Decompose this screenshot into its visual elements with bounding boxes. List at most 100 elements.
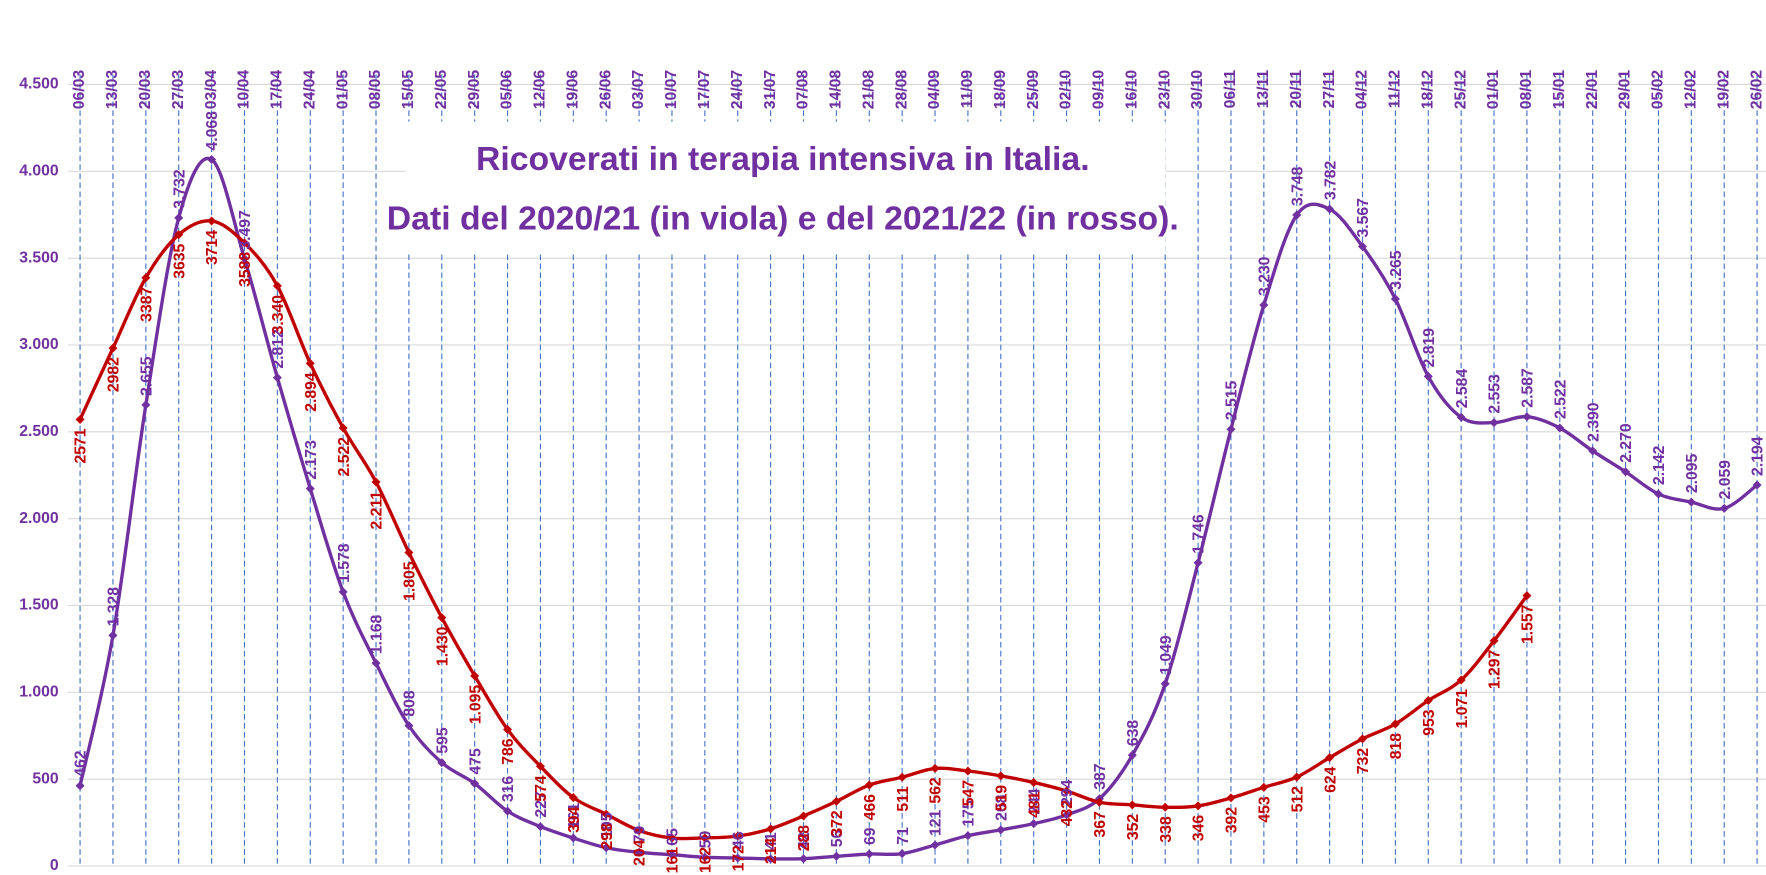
data-point xyxy=(535,761,545,771)
data-label: 244 xyxy=(1026,788,1043,815)
data-point xyxy=(568,833,578,843)
data-point xyxy=(371,658,381,668)
data-label: 595 xyxy=(434,727,451,754)
chart-subtitle: Dati del 2020/21 (in viola) e del 2021/2… xyxy=(387,200,1179,238)
data-label: 818 xyxy=(1388,733,1405,760)
data-point xyxy=(601,809,611,819)
data-point xyxy=(470,671,480,681)
data-point xyxy=(1325,204,1335,214)
data-point xyxy=(1621,467,1631,477)
x-tick-label: 22/05 xyxy=(433,70,450,110)
x-tick-label: 18/09 xyxy=(992,70,1009,110)
data-label: 3.497 xyxy=(237,210,254,250)
data-label: 3.567 xyxy=(1355,198,1372,238)
data-label: 1.328 xyxy=(106,587,123,627)
x-tick-label: 22/01 xyxy=(1584,70,1601,110)
data-point xyxy=(1160,802,1170,812)
data-point xyxy=(272,373,282,383)
data-point xyxy=(996,771,1006,781)
y-tick-label: 0 xyxy=(50,857,59,874)
data-label: 2.142 xyxy=(1651,445,1668,485)
data-point xyxy=(831,796,841,806)
data-point xyxy=(568,793,578,803)
data-point xyxy=(963,831,973,841)
x-tick-label: 24/07 xyxy=(729,70,746,110)
data-point xyxy=(634,847,644,857)
data-point xyxy=(667,850,677,860)
x-tick-label: 06/11 xyxy=(1222,70,1239,109)
data-point xyxy=(1325,753,1335,763)
x-tick-label: 11/09 xyxy=(959,70,976,109)
data-label: 2.655 xyxy=(138,356,155,396)
data-point xyxy=(1193,801,1203,811)
data-point xyxy=(930,840,940,850)
x-tick-label: 26/06 xyxy=(597,70,614,110)
y-tick-label: 2.000 xyxy=(19,510,59,527)
data-label: 547 xyxy=(961,780,978,807)
x-tick-label: 09/10 xyxy=(1091,70,1108,110)
x-tick-label: 15/01 xyxy=(1551,70,1568,110)
data-point xyxy=(75,781,85,791)
data-point xyxy=(1259,782,1269,792)
x-tick-label: 23/10 xyxy=(1156,70,1173,110)
x-tick-label: 10/04 xyxy=(236,70,253,110)
data-label: 2.812 xyxy=(270,329,287,369)
data-label: 298 xyxy=(599,823,616,850)
x-tick-label: 17/04 xyxy=(269,70,286,110)
data-label: 65 xyxy=(665,828,682,846)
data-point xyxy=(897,772,907,782)
data-label: 316 xyxy=(500,776,517,803)
data-label: 2.211 xyxy=(369,491,386,530)
data-label: 2571 xyxy=(73,428,90,463)
y-tick-label: 2.500 xyxy=(19,423,59,440)
title-box xyxy=(405,121,1166,252)
data-label: 574 xyxy=(533,775,550,802)
x-tick-label: 04/12 xyxy=(1354,70,1371,110)
data-label: 2.194 xyxy=(1750,436,1766,476)
x-tick-label: 11/12 xyxy=(1387,70,1404,109)
x-tick-label: 01/01 xyxy=(1485,70,1502,110)
data-label: 1.071 xyxy=(1454,689,1471,729)
x-tick-label: 14/08 xyxy=(828,70,845,110)
data-point xyxy=(1062,810,1072,820)
data-label: 372 xyxy=(829,810,846,837)
data-point xyxy=(897,849,907,859)
data-point xyxy=(634,826,644,836)
data-label: 2.522 xyxy=(336,437,353,477)
data-label: 2.587 xyxy=(1520,368,1537,408)
data-label: 2.819 xyxy=(1421,328,1438,368)
data-label: 367 xyxy=(1092,811,1109,838)
data-point xyxy=(437,758,447,768)
x-tick-label: 30/10 xyxy=(1189,70,1206,110)
data-point xyxy=(174,230,184,240)
data-point xyxy=(864,849,874,859)
data-point xyxy=(141,273,151,283)
data-point xyxy=(1423,695,1433,705)
data-point xyxy=(1555,423,1565,433)
data-label: 1.578 xyxy=(336,543,353,583)
data-label: 462 xyxy=(73,750,90,777)
x-tick-label: 25/09 xyxy=(1025,70,1042,110)
x-tick-label: 28/08 xyxy=(893,70,910,110)
grid xyxy=(67,74,1766,867)
data-point xyxy=(207,154,217,164)
x-tick-label: 24/04 xyxy=(301,70,318,110)
data-label: 1.430 xyxy=(434,626,451,666)
data-label: 3.748 xyxy=(1289,166,1306,206)
x-tick-label: 31/07 xyxy=(762,70,779,110)
data-point xyxy=(1686,497,1696,507)
data-label: 2.515 xyxy=(1224,381,1241,421)
x-tick-label: 26/02 xyxy=(1748,70,1765,110)
data-label: 46 xyxy=(730,831,747,849)
data-label: 2.059 xyxy=(1717,460,1734,500)
x-tick-label: 07/08 xyxy=(795,70,812,110)
data-label: 41 xyxy=(763,832,780,850)
data-label: 1.049 xyxy=(1158,635,1175,675)
data-label: 214 xyxy=(763,838,780,865)
data-point xyxy=(1522,412,1532,422)
data-point xyxy=(239,254,249,264)
data-label: 732 xyxy=(1355,748,1372,775)
data-point xyxy=(963,766,973,776)
data-label: 2.173 xyxy=(303,440,320,480)
x-tick-label: 13/03 xyxy=(104,70,121,110)
